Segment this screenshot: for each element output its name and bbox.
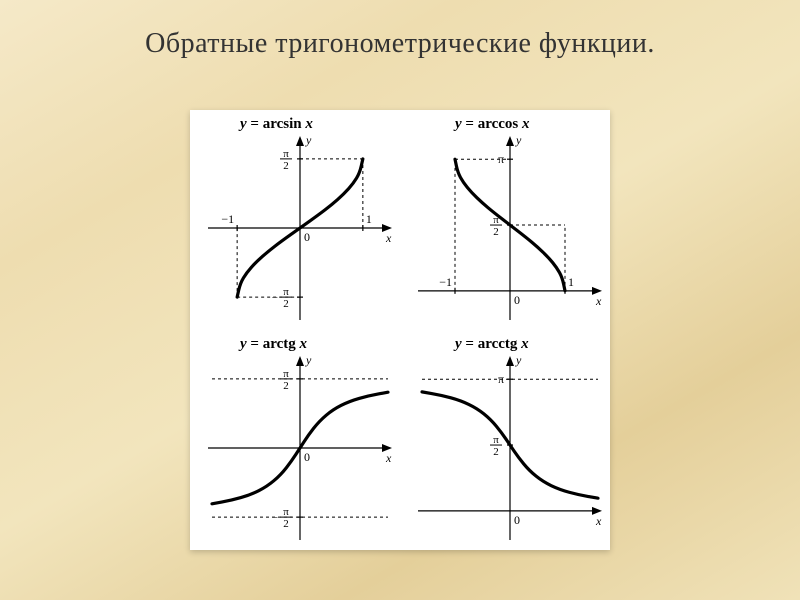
chart-title: y = arcctg x xyxy=(455,336,529,353)
svg-text:0: 0 xyxy=(514,513,520,527)
svg-text:π: π xyxy=(283,148,289,160)
svg-text:2: 2 xyxy=(283,298,289,310)
svg-text:1: 1 xyxy=(366,212,372,226)
svg-text:−: − xyxy=(272,512,278,524)
figure-frame: y = arcsin xxy0−11π2π2− y = arccos xxy0−… xyxy=(190,110,610,550)
svg-text:1: 1 xyxy=(568,275,574,289)
svg-text:y: y xyxy=(305,353,312,367)
svg-text:−: − xyxy=(272,292,278,304)
svg-text:x: x xyxy=(595,294,602,308)
chart-arccos: y = arccos xxy0−11ππ2 xyxy=(400,110,610,330)
svg-text:0: 0 xyxy=(304,230,310,244)
svg-text:0: 0 xyxy=(304,450,310,464)
svg-text:2: 2 xyxy=(283,380,289,392)
chart-title: y = arccos x xyxy=(455,116,530,133)
svg-text:2: 2 xyxy=(283,160,289,172)
svg-text:π: π xyxy=(283,286,289,298)
svg-text:y: y xyxy=(515,133,522,147)
chart-title: y = arctg x xyxy=(240,336,307,353)
slide: Обратные тригонометрические функции. y =… xyxy=(0,0,800,600)
svg-text:2: 2 xyxy=(283,518,289,530)
svg-text:2: 2 xyxy=(493,226,499,238)
svg-text:π: π xyxy=(493,434,499,446)
chart-arcctg: y = arcctg xxy0ππ2 xyxy=(400,330,610,550)
chart-arcsin: y = arcsin xxy0−11π2π2− xyxy=(190,110,400,330)
chart-arctg: y = arctg xxy0π2π2− xyxy=(190,330,400,550)
svg-text:y: y xyxy=(515,353,522,367)
svg-text:x: x xyxy=(385,231,392,245)
svg-text:y: y xyxy=(305,133,312,147)
chart-title: y = arcsin x xyxy=(240,116,313,133)
svg-text:0: 0 xyxy=(514,293,520,307)
svg-text:−1: −1 xyxy=(221,212,234,226)
svg-text:π: π xyxy=(283,368,289,380)
svg-text:2: 2 xyxy=(493,446,499,458)
svg-text:x: x xyxy=(595,514,602,528)
svg-text:π: π xyxy=(498,152,504,166)
svg-text:x: x xyxy=(385,451,392,465)
svg-text:−1: −1 xyxy=(439,275,452,289)
chart-grid: y = arcsin xxy0−11π2π2− y = arccos xxy0−… xyxy=(190,110,610,550)
svg-text:π: π xyxy=(498,372,504,386)
svg-text:π: π xyxy=(283,506,289,518)
page-title: Обратные тригонометрические функции. xyxy=(0,0,800,60)
